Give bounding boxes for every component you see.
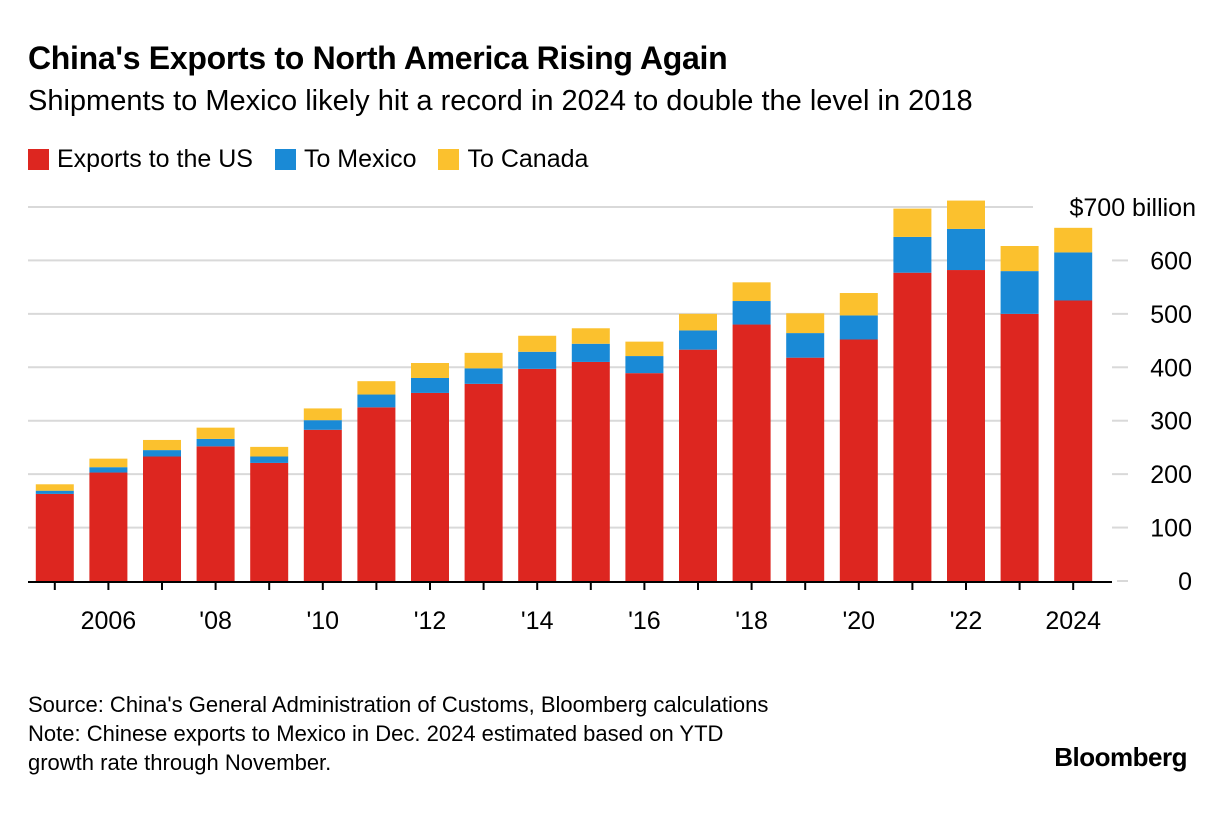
legend-item-canada: To Canada	[438, 145, 588, 174]
bar-canada	[196, 427, 235, 439]
bar-us	[143, 456, 181, 581]
x-tick-label: '18	[735, 607, 768, 635]
bar-us	[947, 270, 985, 581]
bloomberg-logo: Bloomberg	[1054, 742, 1187, 772]
bar-us	[411, 392, 449, 581]
bar-us	[35, 493, 74, 581]
bar-us	[464, 383, 503, 581]
bar-us	[571, 361, 610, 581]
bar-mexico	[464, 368, 503, 384]
bar-mexico	[1054, 252, 1093, 301]
bar-us	[839, 339, 878, 581]
bar-mexico	[732, 301, 771, 325]
bar-canada	[250, 446, 289, 457]
source-note: Source: China's General Administration o…	[28, 692, 769, 717]
bar-us	[303, 429, 342, 581]
bar-canada	[357, 381, 396, 395]
y-tick-label: 0	[1178, 568, 1192, 596]
bar-canada	[732, 282, 771, 302]
bar-canada	[1000, 245, 1039, 272]
bar-mexico	[947, 228, 985, 271]
bar-mexico	[196, 438, 235, 447]
legend-label-mexico: To Mexico	[303, 145, 417, 173]
bar-canada	[464, 352, 503, 369]
y-tick-label: 500	[1150, 301, 1192, 329]
bar-us	[1054, 300, 1093, 581]
bar-us	[250, 462, 289, 581]
x-tick-label: '22	[950, 607, 983, 635]
chart-subtitle: Shipments to Mexico likely hit a record …	[28, 85, 973, 117]
y-tick-label: 400	[1150, 354, 1192, 382]
bar-canada	[303, 408, 342, 421]
legend-label-us: Exports to the US	[57, 145, 253, 173]
bar-canada	[518, 335, 557, 352]
bar-canada	[786, 313, 825, 334]
y-tick-label: 600	[1150, 247, 1192, 275]
bar-canada	[89, 458, 128, 468]
bar-canada	[947, 200, 985, 229]
bar-mexico	[571, 343, 610, 362]
bar-mexico	[357, 394, 396, 408]
bar-canada	[1054, 227, 1093, 253]
note-line-1: Note: Chinese exports to Mexico in Dec. …	[28, 721, 724, 746]
footer: Source: China's General Administration o…	[28, 690, 768, 777]
y-tick-label: 100	[1150, 515, 1192, 543]
bar-canada	[571, 328, 610, 344]
bar-canada	[143, 439, 181, 451]
bar-canada	[679, 313, 717, 331]
x-tick-label: '14	[521, 607, 554, 635]
bar-us	[196, 446, 235, 581]
bar-mexico	[893, 236, 932, 273]
bar-mexico	[143, 450, 181, 457]
bar-us	[518, 368, 557, 581]
bar-mexico	[625, 356, 664, 374]
x-tick-label: '20	[843, 607, 876, 635]
bar-canada	[893, 208, 932, 237]
bar-us	[89, 472, 128, 581]
bar-canada	[625, 341, 664, 357]
chart-title: China's Exports to North America Rising …	[28, 40, 728, 76]
legend: Exports to the US To Mexico To Canada	[28, 145, 610, 174]
bar-mexico	[89, 467, 128, 473]
y-top-label: $700 billion	[1070, 194, 1197, 222]
bar-mexico	[35, 490, 74, 494]
bar-us	[893, 272, 932, 581]
bar-us	[1000, 313, 1039, 581]
bar-us	[357, 407, 396, 581]
bar-us	[625, 373, 664, 581]
legend-swatch-canada	[438, 149, 460, 170]
bar-mexico	[839, 315, 878, 340]
legend-swatch-mexico	[274, 149, 296, 170]
legend-item-us: Exports to the US	[28, 145, 253, 174]
bar-canada	[35, 484, 74, 491]
bar-us	[786, 357, 825, 581]
bar-mexico	[518, 351, 557, 369]
bar-mexico	[411, 377, 449, 393]
legend-item-mexico: To Mexico	[274, 145, 417, 174]
bar-canada	[839, 293, 878, 316]
bar-mexico	[303, 420, 342, 430]
bar-us	[732, 324, 771, 581]
bar-mexico	[1000, 271, 1039, 314]
x-tick-label: '10	[307, 607, 340, 635]
x-tick-label: 2024	[1045, 607, 1101, 635]
legend-swatch-us	[28, 149, 49, 170]
bar-mexico	[250, 456, 289, 463]
bar-mexico	[679, 330, 717, 350]
legend-label-canada: To Canada	[467, 145, 589, 173]
y-tick-label: 200	[1150, 461, 1192, 489]
bar-mexico	[786, 333, 825, 358]
x-tick-label: 2006	[81, 607, 137, 635]
note-line-2: growth rate through November.	[28, 750, 332, 775]
x-tick-label: '08	[199, 607, 232, 635]
x-tick-label: '16	[628, 607, 661, 635]
x-tick-label: '12	[414, 607, 447, 635]
bar-us	[679, 349, 717, 581]
bar-canada	[411, 363, 449, 378]
y-tick-label: 300	[1150, 408, 1192, 436]
